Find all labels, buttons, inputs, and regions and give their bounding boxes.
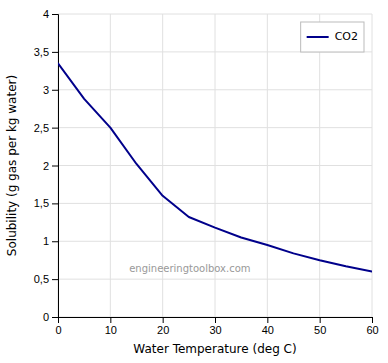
grid-line [58,279,372,280]
legend-swatch [307,36,329,38]
grid-line [58,89,372,90]
x-tick-mark [215,317,216,323]
grid-line [58,14,372,15]
legend-item: CO2 [307,30,358,43]
y-tick-label: 1 [43,235,49,247]
y-tick-label: 4 [43,8,49,20]
grid-line [58,165,372,166]
legend: CO2 [301,22,364,52]
x-tick-mark [267,317,268,323]
y-tick: 0,5 [34,273,58,285]
y-tick: 1,5 [34,197,58,209]
y-axis: 0 0,5 1 1,5 2 2,5 3 3,5 4 [34,8,59,323]
x-tick-mark [320,317,321,323]
y-tick-label: 0 [43,311,49,323]
x-tick: 10 [105,317,117,336]
x-tick: 30 [209,317,221,336]
y-tick-label: 3 [43,84,49,96]
y-tick: 0 [43,311,58,323]
line [58,63,372,271]
x-tick-label: 10 [105,324,117,336]
x-tick-label: 20 [157,324,169,336]
legend-label: CO2 [335,30,358,43]
y-tick: 3 [43,84,58,96]
y-tick-mark [52,317,58,318]
y-tick-mark [52,52,58,53]
x-tick-label: 0 [55,324,61,336]
legend-box [301,22,364,52]
y-tick-label: 2,5 [34,122,49,134]
grid-line [58,127,372,128]
y-tick-mark [52,14,58,15]
x-axis-line [59,318,373,324]
y-tick-label: 2 [43,160,49,172]
y-tick-mark [52,279,58,280]
x-tick-mark [372,317,373,323]
x-tick: 50 [314,317,326,336]
y-tick-label: 0,5 [34,273,49,285]
x-axis-title: Water Temperature (deg C) [133,342,296,356]
y-axis-title: Solubility (g gas per kg water) [5,75,19,256]
x-tick: 60 [366,317,378,336]
y-axis-line [52,15,59,318]
x-tick-label: 40 [262,324,274,336]
x-tick-label: 30 [209,324,221,336]
series-group [58,63,372,271]
grid [58,14,372,317]
y-tick-mark [52,241,58,242]
x-tick-label: 60 [366,324,378,336]
x-tick: 20 [157,317,169,336]
x-tick-label: 50 [314,324,326,336]
plot: 0 10 20 30 40 50 60 0 0,5 1 1,5 2 2,5 3 3,5 4 engineerin… [34,8,379,336]
y-tick: 3,5 [34,46,58,58]
y-tick-mark [52,90,58,91]
y-tick-mark [52,203,58,204]
annotation: engineeringtoolbox.com [129,263,250,274]
y-tick: 1 [43,235,58,247]
y-tick: 2,5 [34,122,58,134]
y-tick-label: 1,5 [34,197,49,209]
x-tick-mark [163,317,164,323]
y-tick-mark [52,166,58,167]
y-tick-label: 3,5 [34,46,49,58]
x-tick: 40 [262,317,274,336]
x-tick: 0 [55,317,61,336]
x-tick-mark [110,317,111,323]
grid-line [58,241,372,242]
y-tick-mark [52,128,58,129]
chart: 0 10 20 30 40 50 60 0 0,5 1 1,5 2 2,5 3 3,5 4 engineerin… [0,0,388,363]
grid-line [58,203,372,204]
y-tick: 2 [43,160,58,172]
y-tick: 4 [43,8,58,20]
x-axis: 0 10 20 30 40 50 60 [55,317,378,336]
